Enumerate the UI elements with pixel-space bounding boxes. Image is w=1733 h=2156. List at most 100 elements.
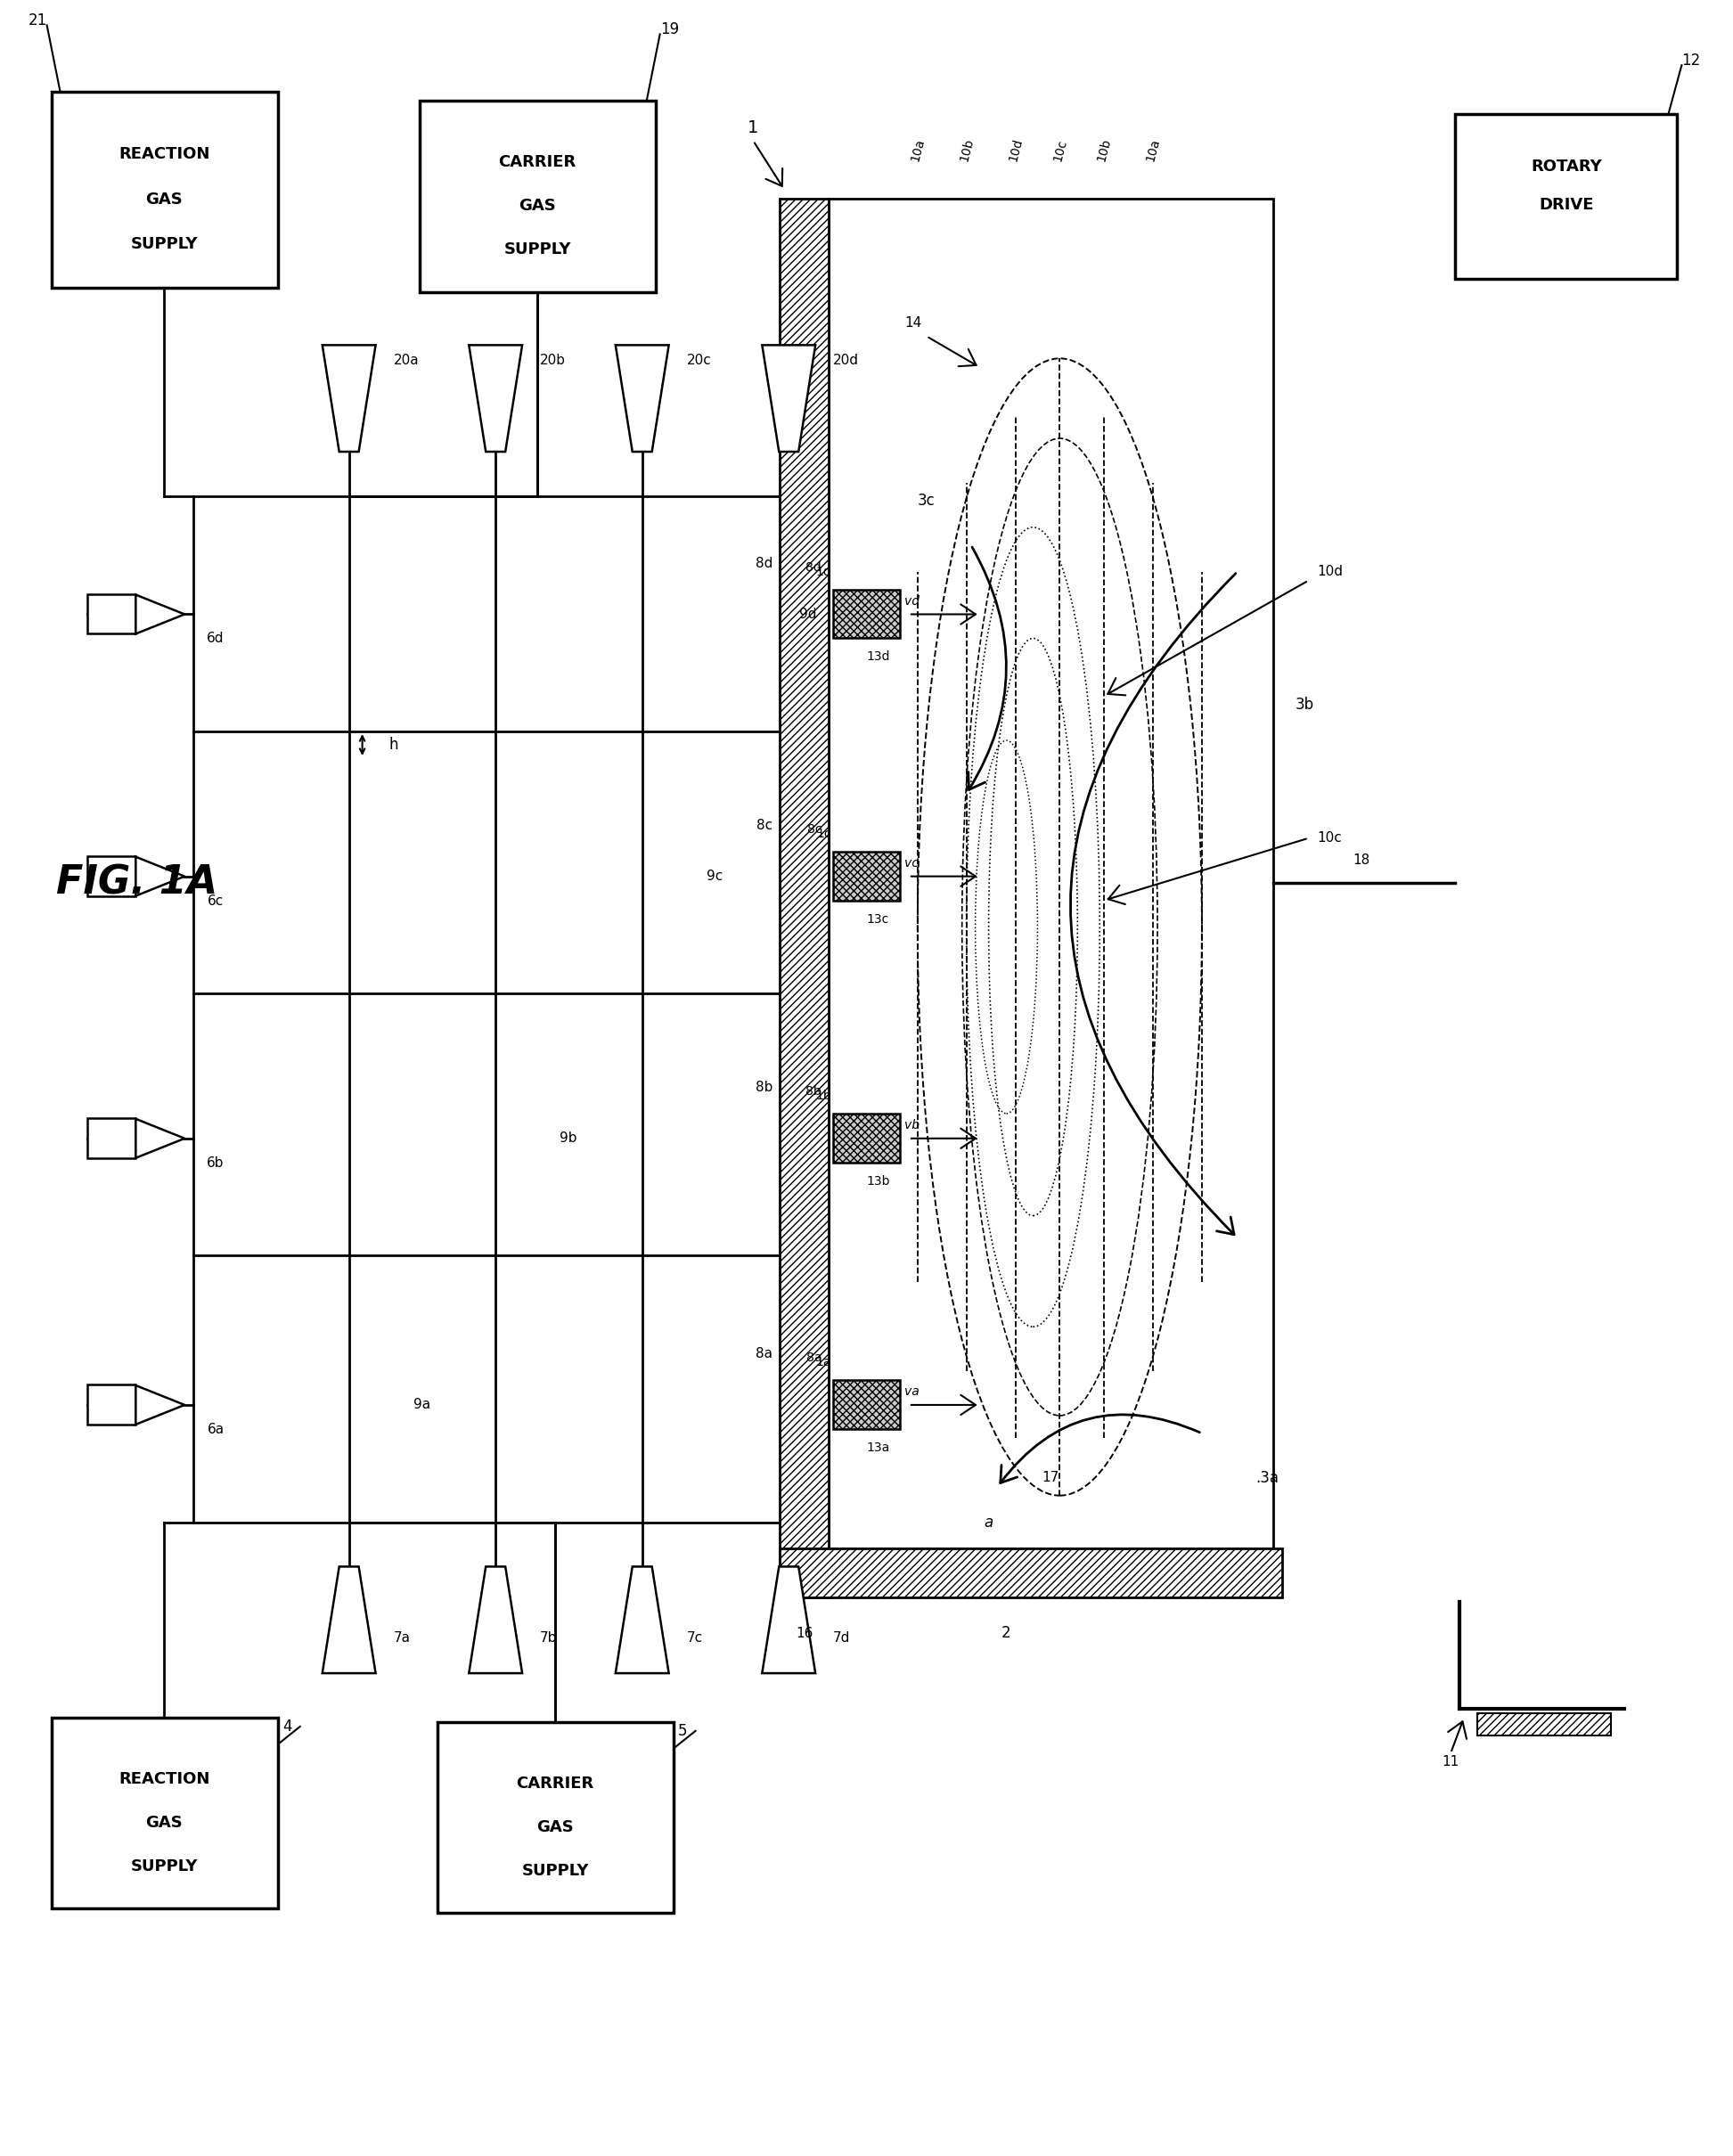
- Text: CARRIER: CARRIER: [499, 153, 575, 170]
- Text: REACTION: REACTION: [118, 147, 210, 162]
- Text: 20c: 20c: [686, 354, 711, 367]
- Text: SUPPLY: SUPPLY: [504, 241, 570, 259]
- Text: 19: 19: [660, 22, 679, 39]
- Bar: [52, 93, 277, 287]
- Bar: [1477, 1714, 1610, 1736]
- Polygon shape: [763, 1567, 816, 1673]
- Bar: [87, 593, 135, 634]
- Bar: [834, 1112, 899, 1162]
- Text: vc: vc: [905, 856, 918, 869]
- Polygon shape: [135, 595, 185, 634]
- Text: 1c: 1c: [816, 828, 832, 841]
- Text: 13d: 13d: [866, 651, 889, 664]
- Text: 9c: 9c: [707, 869, 723, 884]
- Bar: [780, 198, 828, 1598]
- Text: 13b: 13b: [866, 1175, 889, 1188]
- Bar: [52, 1718, 277, 1908]
- Text: 10c: 10c: [1050, 138, 1069, 164]
- Text: GAS: GAS: [518, 198, 556, 213]
- Text: 9d: 9d: [799, 608, 816, 621]
- Text: 4: 4: [282, 1718, 291, 1736]
- Bar: [834, 1380, 899, 1429]
- Text: DRIVE: DRIVE: [1539, 196, 1594, 213]
- Text: 14: 14: [905, 317, 922, 330]
- Text: SUPPLY: SUPPLY: [130, 237, 198, 252]
- Text: ROTARY: ROTARY: [1530, 160, 1601, 175]
- Text: 5: 5: [678, 1723, 686, 1740]
- Polygon shape: [615, 345, 669, 453]
- Text: GAS: GAS: [146, 1815, 182, 1830]
- Polygon shape: [135, 856, 185, 897]
- Text: 13a: 13a: [866, 1442, 889, 1453]
- Text: 9b: 9b: [560, 1132, 577, 1145]
- Text: 1b: 1b: [816, 1089, 832, 1102]
- Bar: [834, 852, 899, 901]
- Text: 10d: 10d: [1007, 138, 1024, 164]
- Text: 10b: 10b: [957, 138, 976, 164]
- Text: 18: 18: [1353, 854, 1371, 867]
- Text: 10a: 10a: [1144, 138, 1163, 164]
- Text: 7b: 7b: [541, 1630, 558, 1645]
- Text: 8b: 8b: [806, 1084, 821, 1097]
- Text: 20a: 20a: [393, 354, 419, 367]
- Text: vd: vd: [905, 595, 920, 608]
- Text: 16: 16: [795, 1626, 813, 1641]
- Text: 3c: 3c: [917, 492, 936, 509]
- Text: 13c: 13c: [866, 912, 889, 925]
- Text: 6a: 6a: [208, 1423, 224, 1436]
- Text: 6b: 6b: [206, 1156, 224, 1169]
- Text: 6d: 6d: [206, 632, 224, 645]
- Text: 8c: 8c: [808, 824, 821, 837]
- Text: 1: 1: [747, 119, 759, 136]
- Text: 8a: 8a: [756, 1348, 773, 1360]
- Text: 10c: 10c: [1317, 832, 1341, 845]
- Text: 2: 2: [1002, 1626, 1010, 1641]
- Bar: [438, 1723, 672, 1912]
- Text: REACTION: REACTION: [118, 1770, 210, 1787]
- Text: 8d: 8d: [806, 561, 821, 573]
- Bar: [828, 198, 1274, 1548]
- Bar: [87, 1119, 135, 1158]
- Text: 10d: 10d: [1317, 565, 1343, 578]
- Text: 6c: 6c: [208, 895, 224, 908]
- Bar: [780, 1548, 1282, 1598]
- Text: 8c: 8c: [757, 819, 773, 832]
- Text: vb: vb: [905, 1119, 920, 1132]
- Text: 7a: 7a: [393, 1630, 411, 1645]
- Polygon shape: [763, 345, 816, 453]
- Polygon shape: [135, 1386, 185, 1425]
- Text: .3a: .3a: [1255, 1470, 1279, 1485]
- Bar: [419, 101, 655, 291]
- Text: 17: 17: [1042, 1470, 1059, 1485]
- Text: 8d: 8d: [756, 556, 773, 569]
- Bar: [834, 589, 899, 638]
- Text: 20d: 20d: [834, 354, 860, 367]
- Text: CARRIER: CARRIER: [516, 1774, 594, 1792]
- Text: FIG. 1A: FIG. 1A: [55, 862, 217, 901]
- Polygon shape: [322, 1567, 376, 1673]
- Text: 8a: 8a: [806, 1352, 821, 1365]
- Polygon shape: [470, 1567, 522, 1673]
- Text: a: a: [984, 1514, 993, 1531]
- Text: SUPPLY: SUPPLY: [130, 1858, 198, 1874]
- Text: 3b: 3b: [1295, 696, 1314, 714]
- Text: 1a: 1a: [816, 1356, 832, 1369]
- Text: 8b: 8b: [756, 1080, 773, 1093]
- Polygon shape: [322, 345, 376, 453]
- Text: 21: 21: [28, 13, 47, 28]
- Bar: [87, 856, 135, 897]
- Text: GAS: GAS: [537, 1820, 574, 1835]
- Polygon shape: [470, 345, 522, 453]
- Text: 7c: 7c: [686, 1630, 704, 1645]
- Text: SUPPLY: SUPPLY: [522, 1863, 589, 1880]
- Text: GAS: GAS: [146, 192, 182, 207]
- Text: 7d: 7d: [834, 1630, 851, 1645]
- Text: 11: 11: [1442, 1755, 1459, 1768]
- Bar: [1456, 114, 1678, 278]
- Text: va: va: [905, 1386, 918, 1397]
- Polygon shape: [615, 1567, 669, 1673]
- Bar: [194, 496, 828, 1522]
- Text: 10a: 10a: [908, 138, 927, 164]
- Text: 12: 12: [1681, 52, 1700, 69]
- Text: 20b: 20b: [541, 354, 567, 367]
